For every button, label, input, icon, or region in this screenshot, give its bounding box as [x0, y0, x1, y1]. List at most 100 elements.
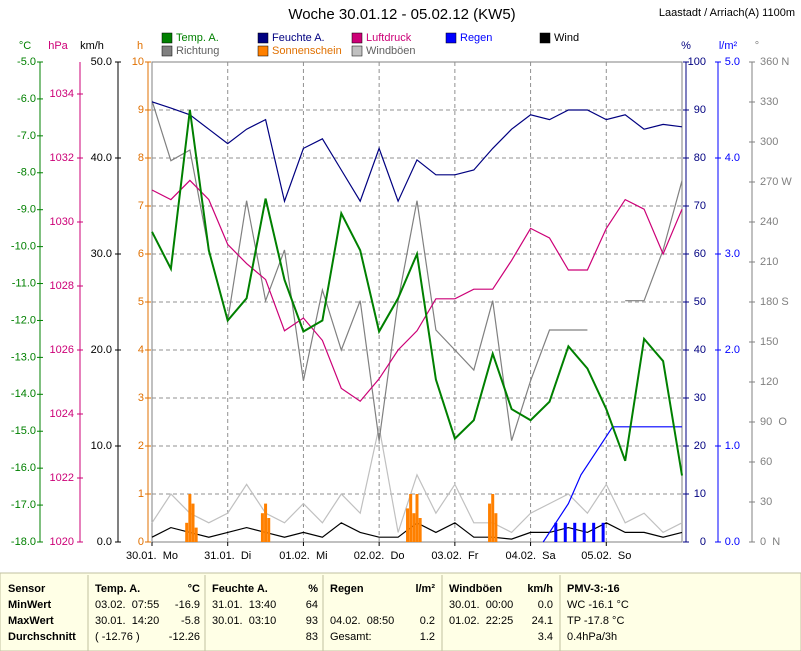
y-tick-label: 0: [700, 536, 706, 548]
y-tick-label: 1024: [50, 408, 74, 420]
y-tick-label: 70: [694, 200, 706, 212]
y-tick-label: 100: [688, 56, 706, 68]
y-tick-label: 30: [760, 496, 772, 508]
y-tick-label: 10.0: [91, 440, 112, 452]
table-cell: -5.8: [181, 615, 200, 627]
y-tick-label: 1: [138, 488, 144, 500]
y-tick-label: 240: [760, 216, 778, 228]
legend-label: Windböen: [366, 45, 416, 57]
y-tick-label: -14.0: [11, 388, 36, 400]
rain-bar: [601, 522, 605, 542]
bar: [488, 503, 492, 542]
y-tick-label: -8.0: [17, 167, 36, 179]
legend-label: Richtung: [176, 45, 219, 57]
table-header: km/h: [527, 583, 553, 595]
y-tick-label: 90 O: [760, 416, 787, 428]
y-tick-label: -9.0: [17, 204, 36, 216]
table-cell: 24.1: [532, 615, 553, 627]
bar: [418, 518, 422, 542]
bar: [409, 494, 413, 542]
y-tick-label: 120: [760, 376, 778, 388]
y-tick-label: 40.0: [91, 152, 112, 164]
x-tick-label: 31.01. Di: [204, 550, 251, 562]
legend-label: Wind: [554, 32, 579, 44]
axis-title: °C: [19, 40, 31, 52]
table-header: PMV-3:-16: [567, 583, 620, 595]
rain-bar: [592, 522, 596, 542]
y-tick-label: 80: [694, 152, 706, 164]
table-cell: Durchschnitt: [8, 631, 76, 643]
y-tick-label: 30.0: [91, 248, 112, 260]
rain-bar: [554, 522, 558, 542]
legend-swatch: [161, 32, 173, 44]
legend-label: Regen: [460, 32, 492, 44]
bar: [264, 503, 268, 542]
y-tick-label: 1022: [50, 472, 74, 484]
y-tick-label: 0.0: [97, 536, 112, 548]
y-tick-label: -6.0: [17, 93, 36, 105]
table-cell: 03.02. 07:55: [95, 599, 159, 611]
y-tick-label: 1030: [50, 216, 74, 228]
x-tick-label: 30.01. Mo: [126, 550, 178, 562]
y-tick-label: 2: [138, 440, 144, 452]
legend-swatch: [445, 32, 457, 44]
bar: [406, 508, 410, 542]
y-tick-label: -13.0: [11, 351, 36, 363]
legend-swatch: [539, 32, 551, 44]
table-header: l/m²: [415, 583, 435, 595]
bar: [491, 494, 495, 542]
x-tick-label: 04.02. Sa: [505, 550, 556, 562]
y-tick-label: 1028: [50, 280, 74, 292]
y-tick-label: 180 S: [760, 296, 789, 308]
y-tick-label: -10.0: [11, 241, 36, 253]
y-tick-label: 50.0: [91, 56, 112, 68]
y-tick-label: 300: [760, 136, 778, 148]
y-tick-label: -15.0: [11, 425, 36, 437]
bar: [415, 494, 419, 542]
table-cell: 31.01. 13:40: [212, 599, 276, 611]
y-tick-label: 1.0: [725, 440, 740, 452]
series-line: [151, 101, 683, 204]
y-tick-label: 30: [694, 392, 706, 404]
table-cell: 01.02. 22:25: [449, 615, 513, 627]
y-tick-label: 2.0: [725, 344, 740, 356]
table-header: Temp. A.: [95, 583, 140, 595]
axis-title: l/m²: [719, 40, 738, 52]
table-cell: Gesamt:: [330, 631, 372, 643]
bar: [260, 513, 264, 542]
table-cell: 93: [306, 615, 318, 627]
y-tick-label: 330: [760, 96, 778, 108]
y-tick-label: 8: [138, 152, 144, 164]
y-tick-label: 1032: [50, 152, 74, 164]
y-tick-label: 1034: [50, 88, 74, 100]
table-header: Regen: [330, 583, 364, 595]
axis-title: °: [755, 40, 759, 52]
x-tick-label: 01.02. Mi: [279, 550, 327, 562]
y-tick-label: 60: [694, 248, 706, 260]
y-tick-label: -11.0: [12, 277, 36, 289]
y-tick-label: 270 W: [760, 176, 792, 188]
y-tick-label: -18.0: [11, 536, 36, 548]
table-background: [0, 572, 801, 651]
series-line: [151, 426, 683, 534]
table-cell: 0.2: [420, 615, 435, 627]
table-cell: 83: [306, 631, 318, 643]
rain-bar: [582, 522, 586, 542]
y-tick-label: -12.0: [11, 314, 36, 326]
bar: [194, 527, 198, 542]
table-cell: 30.01. 03:10: [212, 615, 276, 627]
table-cell: 64: [306, 599, 318, 611]
y-tick-label: 3.0: [725, 248, 740, 260]
y-tick-label: 6: [138, 248, 144, 260]
bar: [494, 513, 498, 542]
series-line: [151, 179, 683, 402]
table-cell: 0.0: [538, 599, 553, 611]
y-tick-label: 1026: [50, 344, 74, 356]
y-tick-label: 4: [138, 344, 144, 356]
table-cell: 30.01. 14:20: [95, 615, 159, 627]
axis-title: km/h: [80, 40, 104, 52]
y-tick-label: 360 N: [760, 56, 789, 68]
bar: [185, 522, 189, 542]
y-tick-label: 10: [132, 56, 144, 68]
